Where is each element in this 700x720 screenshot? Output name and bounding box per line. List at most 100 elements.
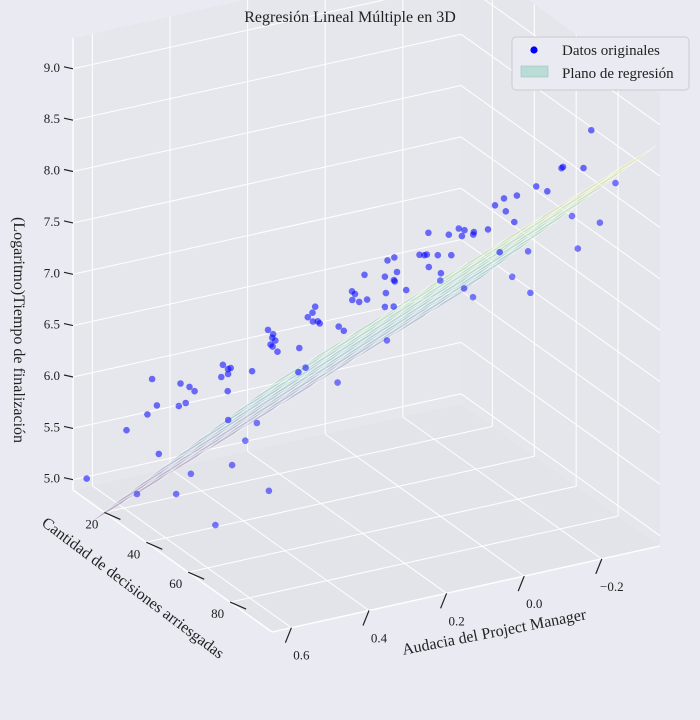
data-point [212, 521, 219, 529]
grid-z-left [72, 393, 462, 481]
data-point [437, 277, 444, 284]
data-point [461, 226, 468, 234]
data-point [177, 380, 184, 387]
data-point [295, 368, 302, 376]
x-tick-mark [229, 601, 247, 610]
y-axis-line [271, 545, 661, 633]
data-point [269, 343, 276, 350]
z-tick-mark [63, 271, 74, 275]
data-point [186, 383, 193, 391]
y-tick-label: −0.2 [600, 579, 624, 594]
z-tick-mark [63, 117, 74, 121]
data-point [144, 411, 151, 418]
legend-label-plano: Plano de regresión [562, 66, 674, 82]
grid-z-back [460, 290, 661, 434]
data-point [508, 273, 516, 281]
y-tick-mark [595, 558, 603, 575]
z-tick-mark [63, 323, 74, 327]
grid-x-floor [188, 485, 577, 573]
data-point [484, 226, 492, 233]
data-point [155, 450, 163, 458]
x-tick-label: 20 [85, 516, 98, 531]
data-point [425, 263, 433, 271]
x-tick-mark [146, 541, 163, 550]
grid-z-left [72, 85, 462, 172]
grid-z-back [460, 33, 661, 177]
x-tick-label: 80 [211, 606, 224, 621]
data-point [382, 289, 390, 297]
data-point [544, 188, 551, 195]
data-point [311, 303, 319, 311]
data-point [559, 163, 567, 171]
data-point [469, 293, 477, 301]
y-tick-mark [517, 575, 525, 592]
data-point [470, 228, 478, 236]
y-tick-mark [284, 627, 292, 643]
data-point [172, 490, 180, 498]
data-point [568, 212, 576, 220]
data-point [355, 298, 363, 306]
legend[interactable]: Datos originales Plano de regresión [511, 36, 690, 91]
data-point [416, 251, 423, 259]
data-point [253, 419, 261, 427]
data-point [513, 192, 521, 199]
data-point [182, 399, 189, 407]
data-point [596, 219, 604, 226]
data-point [340, 327, 348, 335]
z-tick-mark [63, 477, 74, 481]
data-point [437, 269, 445, 277]
data-point [296, 344, 303, 352]
data-point [309, 318, 317, 325]
data-point [272, 337, 279, 344]
grid-x-floor [146, 455, 535, 543]
data-point [511, 218, 518, 226]
data-point [381, 273, 389, 281]
data-point [402, 286, 410, 294]
grid-z-back [460, 85, 661, 228]
grid-z-left [72, 239, 462, 327]
y-tick-label: 0.0 [526, 596, 542, 611]
data-point [224, 416, 232, 424]
data-point [425, 229, 432, 237]
data-point [381, 303, 389, 311]
data-point [448, 251, 455, 259]
data-point [224, 387, 231, 395]
data-point [309, 309, 316, 317]
data-point [265, 487, 273, 495]
grid-z-left [72, 136, 462, 224]
data-point [524, 248, 532, 255]
grid-y-floor [169, 468, 370, 611]
data-point [502, 208, 510, 215]
data-point [274, 348, 281, 356]
data-point [83, 475, 90, 482]
data-point [219, 361, 227, 369]
data-point [445, 231, 453, 238]
data-point [455, 225, 463, 232]
legend-label-datos: Datos originales [562, 43, 660, 59]
back-pane [461, 0, 660, 546]
z-tick-label: 7.5 [44, 214, 60, 229]
regression-plane [84, 145, 657, 527]
data-point [148, 375, 156, 383]
y-tick-label: 0.6 [293, 648, 310, 663]
data-point [304, 313, 312, 321]
z-tick-label: 6.0 [44, 368, 60, 383]
x-tick-label: 60 [169, 576, 182, 591]
z-tick-label: 9.0 [44, 60, 60, 75]
legend-box [511, 36, 690, 91]
data-point [191, 387, 198, 395]
grid-z-left [72, 33, 462, 121]
y-tick-mark [362, 610, 370, 626]
data-point [391, 278, 399, 285]
data-point [123, 426, 130, 434]
grid-x-floor [104, 425, 493, 513]
data-point [351, 290, 359, 298]
data-point [580, 164, 587, 172]
data-point [361, 271, 368, 279]
legend-marker-plano [520, 65, 549, 78]
z-tick-label: 8.5 [44, 111, 60, 126]
z-tick-mark [63, 168, 74, 173]
data-point [460, 285, 468, 292]
y-tick-mark [440, 593, 448, 609]
data-point [224, 370, 232, 378]
